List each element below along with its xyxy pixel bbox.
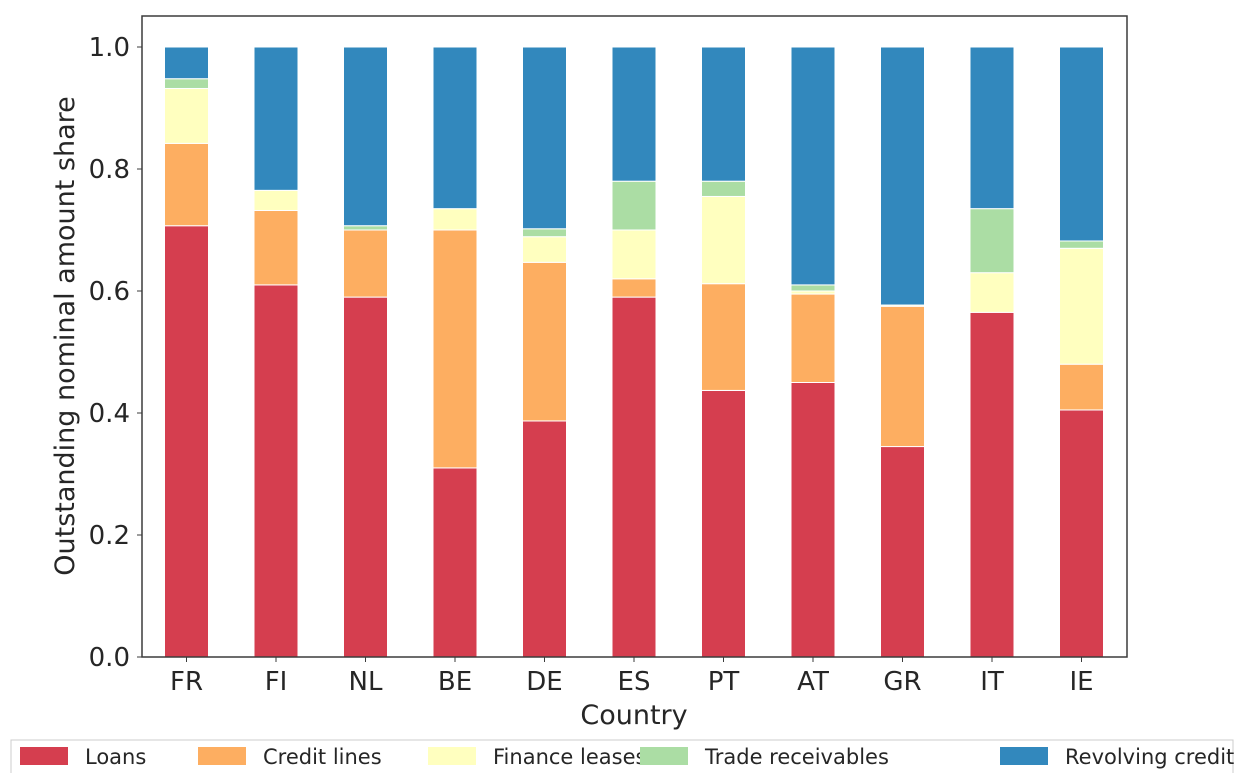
bar-revolving-credit-es (611, 46, 657, 182)
legend-label-trade-receivables: Trade receivables (704, 745, 889, 769)
bar-credit-lines-at (790, 293, 836, 383)
legend-swatch-trade-receivables (640, 747, 688, 765)
legend-label-loans: Loans (85, 745, 146, 769)
bar-revolving-credit-fr (164, 46, 209, 80)
bar-finance-leases-it (969, 272, 1015, 313)
bar-revolving-credit-pt (701, 46, 746, 182)
legend-swatch-credit-lines (198, 747, 246, 765)
bar-loans-pt (701, 389, 746, 658)
bar-trade-receivables-pt (701, 180, 746, 197)
bar-credit-lines-gr (880, 305, 925, 448)
bar-finance-leases-fi (253, 189, 299, 211)
bar-credit-lines-de (522, 261, 567, 422)
bar-revolving-credit-de (522, 46, 567, 230)
bar-credit-lines-nl (343, 229, 388, 298)
bar-finance-leases-es (611, 229, 657, 280)
x-tick-label-gr: GR (883, 667, 921, 697)
y-tick-label: 0.6 (89, 277, 130, 307)
bar-loans-es (611, 296, 657, 658)
legend: Loans Credit lines Finance leases Trade rec… (10, 739, 1234, 775)
bar-revolving-credit-nl (343, 46, 388, 227)
x-axis-label: Country (580, 700, 687, 731)
bar-trade-receivables-es (611, 180, 657, 231)
y-tick-label: 0.8 (89, 155, 130, 185)
bar-finance-leases-fr (164, 87, 209, 144)
y-axis: 0.0 0.2 0.4 0.6 0.8 1.0 (89, 33, 142, 673)
bar-finance-leases-pt (701, 195, 746, 285)
bar-trade-receivables-ie (1059, 240, 1104, 249)
x-tick-label-at: AT (797, 667, 829, 697)
bar-trade-receivables-at (790, 284, 836, 292)
legend-swatch-loans (20, 747, 68, 765)
bar-revolving-credit-it (969, 46, 1015, 210)
bar-credit-lines-fi (253, 209, 299, 286)
bar-revolving-credit-ie (1059, 46, 1104, 242)
bar-trade-receivables-fr (164, 78, 209, 89)
x-tick-label-nl: NL (349, 667, 383, 697)
y-tick-label: 0.0 (89, 643, 130, 673)
x-tick-label-it: IT (980, 667, 1004, 697)
bar-loans-at (790, 382, 836, 658)
bar-loans-nl (343, 296, 388, 658)
y-tick-label: 0.2 (89, 521, 130, 551)
legend-label-revolving-credit: Revolving credit (1065, 745, 1234, 769)
bar-loans-gr (880, 446, 925, 658)
bar-loans-fr (164, 225, 209, 658)
x-axis: FR FI NL BE DE ES PT AT GR IT IE (170, 657, 1094, 697)
bar-credit-lines-pt (701, 283, 746, 391)
x-tick-label-be: BE (438, 667, 472, 697)
y-tick-label: 1.0 (89, 33, 130, 63)
legend-swatch-revolving-credit (1000, 747, 1048, 765)
bar-trade-receivables-it (969, 208, 1015, 274)
bar-finance-leases-de (522, 236, 567, 263)
bar-finance-leases-ie (1059, 247, 1104, 365)
x-tick-label-fi: FI (265, 667, 288, 697)
bar-loans-it (969, 311, 1015, 658)
legend-label-credit-lines: Credit lines (263, 745, 382, 769)
bar-revolving-credit-be (432, 46, 478, 210)
bar-revolving-credit-at (790, 46, 836, 286)
bar-credit-lines-fr (164, 142, 209, 227)
bar-credit-lines-ie (1059, 363, 1104, 411)
y-axis-label: Outstanding nominal amount share (50, 96, 81, 576)
legend-swatch-finance-leases (428, 747, 476, 765)
y-tick-label: 0.4 (89, 399, 130, 429)
bar-credit-lines-be (432, 229, 478, 469)
x-tick-label-fr: FR (170, 667, 203, 697)
x-tick-label-ie: IE (1069, 667, 1093, 697)
x-tick-label-es: ES (618, 667, 651, 697)
bar-revolving-credit-gr (880, 46, 925, 306)
bar-loans-fi (253, 284, 299, 658)
bars-layer (164, 46, 1104, 658)
bar-loans-de (522, 420, 567, 658)
legend-label-finance-leases: Finance leases (493, 745, 646, 769)
bar-loans-be (432, 467, 478, 658)
bar-trade-receivables-de (522, 228, 567, 238)
bar-revolving-credit-fi (253, 46, 299, 191)
bar-trade-receivables-nl (343, 225, 388, 231)
bar-finance-leases-be (432, 208, 478, 231)
x-tick-label-pt: PT (708, 667, 740, 697)
x-tick-label-de: DE (526, 667, 562, 697)
bar-credit-lines-es (611, 278, 657, 298)
bar-loans-ie (1059, 409, 1104, 658)
